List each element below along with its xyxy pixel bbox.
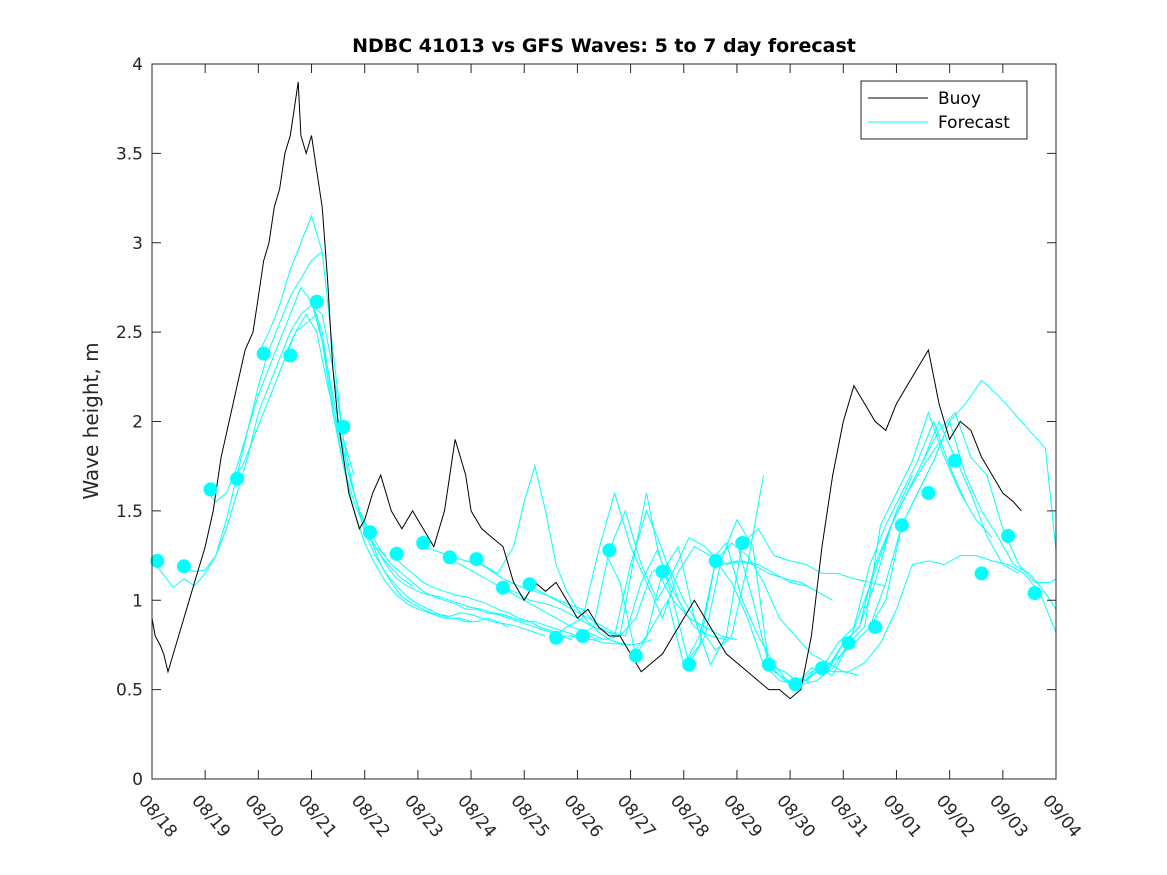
forecast-marker-32 (1001, 528, 1016, 543)
y-tick-label-2: 1 (132, 591, 143, 611)
forecast-marker-23 (761, 657, 776, 672)
forecast-marker-15 (549, 630, 564, 645)
forecast-marker-2 (203, 482, 218, 497)
forecast-line-18 (630, 528, 886, 666)
forecast-line-16 (577, 509, 833, 637)
forecast-marker-26 (841, 636, 856, 651)
forecast-line-6 (311, 301, 546, 637)
forecast-marker-1 (176, 559, 191, 574)
y-tick-label-7: 3.5 (116, 144, 143, 164)
forecast-marker-27 (868, 620, 883, 635)
forecast-marker-9 (389, 546, 404, 561)
buoy-series (151, 81, 1022, 700)
y-tick-label-0: 0 (132, 770, 143, 790)
forecast-marker-16 (575, 629, 590, 643)
forecast-marker-30 (948, 453, 962, 468)
forecast-line-7 (337, 426, 573, 641)
forecast-marker-10 (416, 536, 431, 550)
y-tick-label-4: 2 (132, 413, 143, 433)
forecast-line-26 (842, 411, 1057, 644)
forecast-line-1 (183, 304, 355, 573)
legend-buoy-label: Buoy (938, 89, 981, 109)
forecast-line-2 (204, 286, 387, 556)
forecast-marker-29 (921, 486, 936, 500)
forecast-line-10 (417, 464, 653, 646)
forecast-marker-25 (815, 661, 829, 676)
forecast-marker-28 (894, 518, 909, 533)
y-tick-label-3: 1.5 (116, 502, 143, 522)
y-tick-label-1: 0.5 (116, 681, 143, 701)
forecast-marker-6 (309, 294, 324, 309)
buoy-line (151, 81, 1022, 700)
forecast-line-21 (710, 420, 967, 685)
forecast-marker-4 (256, 346, 271, 361)
plot-area (152, 64, 1056, 779)
forecast-marker-13 (496, 580, 510, 595)
y-tick-label-6: 3 (132, 234, 143, 254)
forecast-line-25 (816, 555, 1057, 673)
legend-box (860, 80, 1028, 140)
forecast-line-8 (364, 532, 599, 641)
forecast-line-15 (550, 491, 807, 639)
chart-title: NDBC 41013 vs GFS Waves: 5 to 7 day fore… (352, 35, 856, 57)
forecast-marker-21 (708, 553, 723, 568)
forecast-marker-33 (1027, 586, 1042, 601)
forecast-marker-31 (974, 566, 989, 581)
forecast-marker-17 (602, 543, 617, 558)
forecast-marker-22 (735, 536, 750, 550)
forecast-marker-18 (628, 648, 643, 663)
forecast-marker-0 (150, 553, 165, 568)
forecast-marker-20 (682, 657, 697, 672)
y-axis-label: Wave height, m (79, 342, 103, 499)
forecast-marker-12 (469, 552, 484, 567)
forecast-marker-19 (655, 564, 670, 579)
legend-forecast-label: Forecast (938, 113, 1010, 133)
forecast-marker-5 (283, 348, 298, 363)
forecast-marker-11 (442, 550, 457, 565)
forecast-markers (150, 294, 1042, 692)
forecast-marker-8 (363, 525, 377, 540)
forecast-marker-3 (230, 471, 245, 486)
y-tick-label-8: 4 (132, 55, 143, 75)
forecast-line-5 (284, 313, 509, 628)
y-axis: 0 0.5 1 1.5 2 2.5 3 3.5 4 (116, 55, 1056, 790)
forecast-marker-7 (336, 419, 351, 434)
forecast-marker-14 (522, 577, 537, 592)
y-tick-label-5: 2.5 (116, 323, 143, 343)
legend: Buoy Forecast (860, 80, 1028, 140)
forecast-line-14 (523, 475, 764, 652)
forecast-marker-24 (788, 677, 803, 692)
forecast-series (151, 214, 1057, 685)
